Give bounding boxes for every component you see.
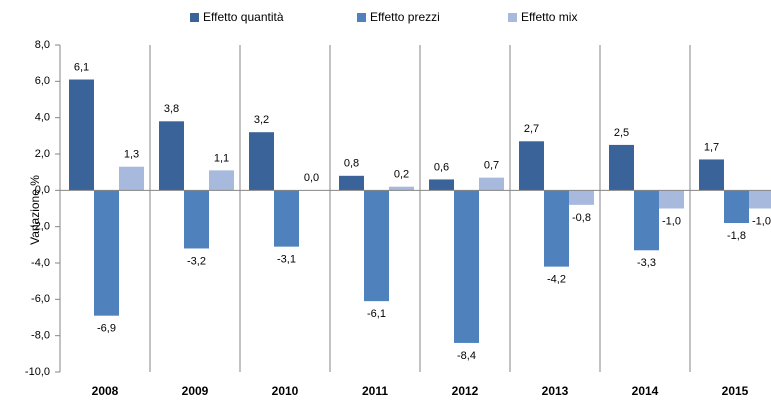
- bar: [609, 144, 634, 191]
- data-label: -1,0: [752, 215, 771, 227]
- bar: [569, 190, 594, 205]
- bar: [364, 190, 389, 302]
- legend-swatch: [357, 13, 366, 22]
- bar: [119, 166, 144, 191]
- data-label: 2,7: [524, 123, 539, 135]
- data-label: 0,0: [304, 172, 319, 184]
- data-label: -3,1: [277, 254, 296, 266]
- y-tick-label: -8,0: [31, 330, 50, 342]
- y-tick-label: 2,0: [35, 148, 50, 160]
- x-tick-label: 2014: [632, 384, 659, 398]
- data-label: 0,8: [344, 158, 359, 170]
- data-label: 1,3: [124, 149, 139, 161]
- data-label: 0,2: [394, 169, 409, 181]
- data-label: -1,8: [727, 230, 746, 242]
- data-label: -0,8: [572, 212, 591, 224]
- bar: [184, 190, 209, 249]
- data-label: 0,7: [484, 160, 499, 172]
- legend-swatch: [190, 13, 199, 22]
- y-axis-label: Variazione %: [28, 175, 42, 245]
- y-tick-label: -4,0: [31, 257, 50, 269]
- y-tick-label: -2,0: [31, 221, 50, 233]
- data-label: -6,9: [97, 323, 116, 335]
- legend-label: Effetto mix: [521, 10, 577, 24]
- bar: [699, 159, 724, 191]
- bar: [454, 190, 479, 343]
- bar: [339, 175, 364, 191]
- bar: [274, 190, 299, 247]
- bar: [389, 186, 414, 191]
- data-label: -3,3: [637, 257, 656, 269]
- bar: [159, 121, 184, 191]
- data-label: 6,1: [74, 61, 89, 73]
- y-tick-label: 4,0: [35, 112, 50, 124]
- bar: [634, 190, 659, 251]
- y-tick-label: 6,0: [35, 75, 50, 87]
- data-label: -3,2: [187, 255, 206, 267]
- x-tick-label: 2011: [362, 384, 388, 398]
- y-tick-label: -6,0: [31, 293, 50, 305]
- data-label: -1,0: [662, 215, 681, 227]
- data-label: -8,4: [457, 350, 476, 362]
- bar: [544, 190, 569, 267]
- bar: [749, 190, 771, 209]
- data-label: 3,2: [254, 114, 269, 126]
- bar: [519, 141, 544, 191]
- bar: [659, 190, 684, 209]
- x-tick-label: 2008: [92, 384, 119, 398]
- bar: [249, 132, 274, 191]
- legend-label: Effetto quantità: [203, 10, 284, 24]
- data-label: 1,1: [214, 152, 229, 164]
- x-tick-label: 2009: [182, 384, 209, 398]
- y-tick-label: -10,0: [25, 366, 50, 378]
- y-tick-label: 8,0: [35, 39, 50, 51]
- bar: [209, 170, 234, 191]
- bar: [479, 177, 504, 191]
- x-tick-label: 2015: [722, 384, 749, 398]
- data-label: 0,6: [434, 161, 449, 173]
- y-tick-label: 0,0: [35, 184, 50, 196]
- data-label: -6,1: [367, 308, 386, 320]
- data-label: 2,5: [614, 127, 629, 139]
- x-tick-label: 2012: [452, 384, 479, 398]
- bar: [94, 190, 119, 316]
- data-label: -4,2: [547, 274, 566, 286]
- legend-swatch: [508, 13, 517, 22]
- bar: [69, 79, 94, 191]
- bar: [724, 190, 749, 224]
- legend-label: Effetto prezzi: [370, 10, 440, 24]
- x-tick-label: 2010: [272, 384, 299, 398]
- data-label: 3,8: [164, 103, 179, 115]
- x-tick-label: 2013: [542, 384, 569, 398]
- data-label: 1,7: [704, 141, 719, 153]
- bar: [429, 179, 454, 191]
